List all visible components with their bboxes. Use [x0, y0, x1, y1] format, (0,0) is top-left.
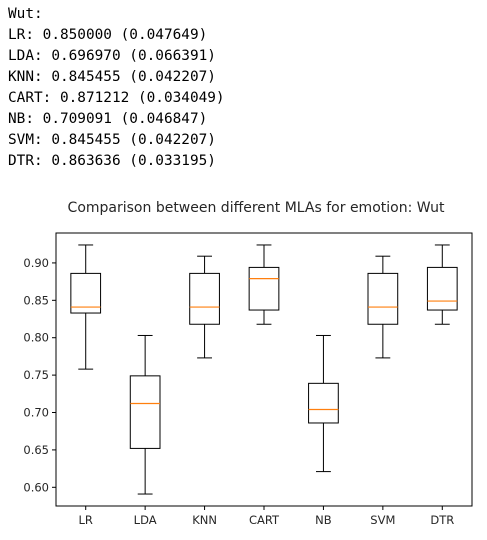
result-line-nb: NB: 0.709091 (0.046847)	[8, 111, 208, 127]
result-line-knn: KNN: 0.845455 (0.042207)	[8, 69, 216, 85]
y-tick-label: 0.65	[23, 443, 49, 457]
result-line-cart: CART: 0.871212 (0.034049)	[8, 90, 225, 106]
y-tick-label: 0.75	[23, 368, 49, 382]
console-header: Wut:	[8, 6, 43, 22]
box-knn	[189, 272, 220, 325]
result-line-lda: LDA: 0.696970 (0.066391)	[8, 48, 216, 64]
console-output: Wut: LR: 0.850000 (0.047649) LDA: 0.6969…	[8, 4, 225, 172]
x-tick-label: LDA	[134, 513, 157, 527]
axes-frame	[55, 232, 473, 507]
x-tick-label: CART	[249, 513, 280, 527]
x-tick-label: NB	[315, 513, 332, 527]
x-tick-label: SVM	[370, 513, 395, 527]
box-svm	[367, 272, 399, 325]
y-tick-label: 0.90	[23, 256, 49, 270]
x-tick-label: DTR	[430, 513, 454, 527]
result-line-dtr: DTR: 0.863636 (0.033195)	[8, 153, 216, 169]
chart-title: Comparison between different MLAs for em…	[68, 200, 445, 216]
y-tick-label: 0.60	[23, 480, 49, 494]
y-tick-label: 0.70	[23, 406, 49, 420]
y-tick-label: 0.80	[23, 331, 49, 345]
x-tick-label: KNN	[192, 513, 217, 527]
box-dtr	[426, 266, 458, 311]
result-line-lr: LR: 0.850000 (0.047649)	[8, 27, 208, 43]
box-lr	[70, 272, 102, 314]
result-line-svm: SVM: 0.845455 (0.042207)	[8, 132, 216, 148]
box-lda	[129, 375, 161, 449]
y-tick-label: 0.85	[23, 293, 49, 307]
x-tick-label: LR	[79, 513, 93, 527]
box-nb	[308, 382, 339, 424]
box-cart	[248, 266, 280, 311]
plot-area: 0.60 0.65 0.70 0.75 0.80 0.85 0.90 LR LDA KNN CART…	[23, 232, 473, 527]
